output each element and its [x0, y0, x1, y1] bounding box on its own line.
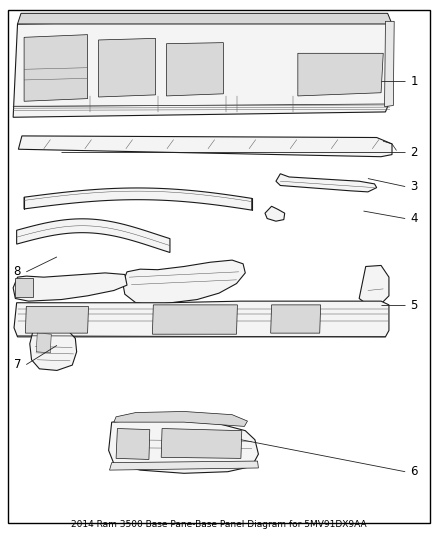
Polygon shape — [13, 273, 127, 301]
Polygon shape — [271, 305, 321, 333]
Polygon shape — [30, 328, 77, 370]
Polygon shape — [14, 301, 389, 337]
Polygon shape — [166, 43, 223, 96]
Text: 2: 2 — [410, 146, 418, 159]
Text: 8: 8 — [14, 265, 21, 278]
Polygon shape — [36, 333, 51, 353]
Polygon shape — [18, 13, 392, 24]
Text: 1: 1 — [410, 75, 418, 87]
Polygon shape — [99, 38, 155, 97]
Polygon shape — [24, 35, 88, 101]
Polygon shape — [276, 174, 377, 192]
Polygon shape — [265, 206, 285, 221]
Polygon shape — [298, 53, 383, 96]
Polygon shape — [161, 429, 242, 458]
Polygon shape — [359, 265, 389, 305]
Text: 4: 4 — [410, 212, 418, 225]
Text: 3: 3 — [410, 180, 418, 193]
Text: 7: 7 — [14, 358, 21, 371]
Polygon shape — [385, 21, 394, 107]
Polygon shape — [109, 421, 258, 473]
Text: 6: 6 — [410, 465, 418, 478]
Polygon shape — [15, 278, 33, 297]
Polygon shape — [24, 188, 252, 210]
Polygon shape — [13, 19, 392, 117]
Polygon shape — [114, 411, 247, 426]
Text: 2014 Ram 3500 Base Pane-Base Panel Diagram for 5MV91DX9AA: 2014 Ram 3500 Base Pane-Base Panel Diagr… — [71, 520, 367, 529]
Polygon shape — [25, 306, 88, 333]
Polygon shape — [110, 461, 258, 470]
Polygon shape — [116, 429, 150, 459]
Polygon shape — [152, 305, 237, 334]
Polygon shape — [18, 136, 392, 157]
Polygon shape — [123, 260, 245, 305]
Polygon shape — [17, 219, 170, 253]
Text: 5: 5 — [410, 299, 418, 312]
